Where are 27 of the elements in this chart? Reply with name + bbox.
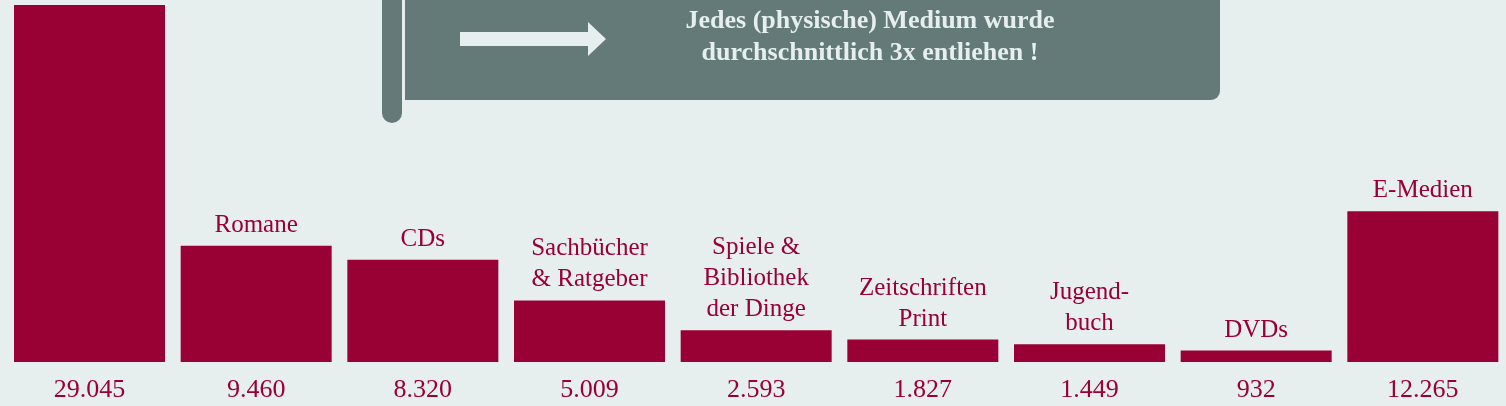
- x-tick-label: Zeitschriften Print: [858, 272, 988, 331]
- bar: [847, 339, 999, 362]
- data-label: 8.320: [393, 374, 453, 403]
- x-tick-label: Spiele & Bibliothek der Dinge: [703, 232, 810, 322]
- data-label: 932: [1236, 374, 1276, 403]
- x-tick-label: CDs: [400, 223, 446, 251]
- annotation: Jedes (physische) Medium wurde durchschnittlich 3x entliehen !: [684, 4, 1056, 68]
- x-tick-label: Jugend- buch: [1049, 277, 1130, 336]
- data-label: 1.449: [1060, 374, 1119, 403]
- data-label: 1.827: [893, 374, 953, 403]
- bar: [347, 259, 499, 362]
- bar: [180, 245, 332, 362]
- data-label: 12.265: [1387, 374, 1459, 403]
- bar: [1014, 344, 1165, 362]
- x-tick-label: Romane: [214, 209, 298, 237]
- data-label: 29.045: [53, 374, 126, 403]
- bar: [680, 330, 832, 362]
- data-label: 5.009: [560, 374, 619, 403]
- bar: [14, 5, 165, 362]
- bar: [1180, 350, 1332, 362]
- data-label: 9.460: [226, 374, 286, 403]
- bar: [514, 300, 665, 362]
- x-tick-label: Sachbücher & Ratgeber: [531, 233, 649, 292]
- x-tick-label: DVDs: [1224, 314, 1289, 342]
- data-label: 2.593: [726, 374, 786, 403]
- bar: [1347, 211, 1499, 362]
- x-tick-label: E-Medien: [1372, 175, 1474, 203]
